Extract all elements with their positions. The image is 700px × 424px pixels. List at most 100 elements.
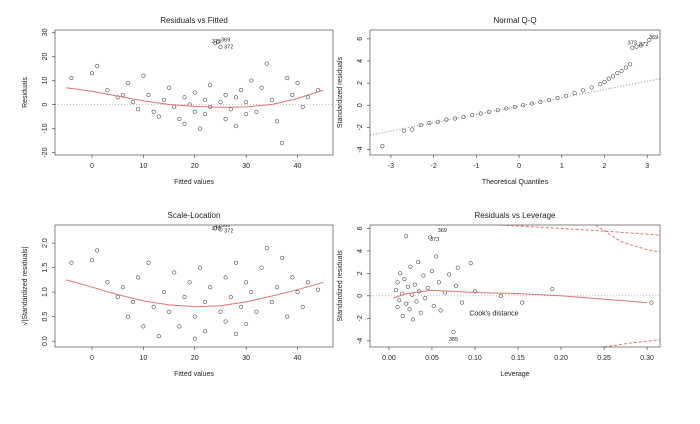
point [423, 296, 428, 301]
point [438, 308, 443, 313]
panel-title: Normal Q-Q [493, 16, 536, 25]
point [187, 280, 192, 285]
point [192, 90, 197, 95]
point [435, 119, 440, 124]
point [285, 76, 290, 81]
y-tick-label: 0 [357, 103, 364, 107]
point [395, 280, 400, 285]
point [606, 76, 611, 81]
point [418, 123, 423, 128]
point [274, 285, 280, 290]
point [393, 288, 398, 293]
point [630, 45, 635, 50]
x-tick-label: 1 [560, 163, 564, 170]
y-tick-label: -10 [42, 123, 49, 133]
annotation: 369 [438, 228, 447, 234]
point [472, 289, 478, 294]
y-axis-label: Standardized residuals [337, 250, 344, 322]
point [623, 65, 628, 70]
point [504, 106, 509, 111]
point [602, 79, 607, 85]
point [412, 282, 417, 287]
point [316, 287, 321, 292]
annotation: 373 [628, 41, 637, 47]
y-tick-label: 30 [42, 28, 49, 36]
point [444, 117, 449, 122]
annotation: 372 [224, 44, 233, 50]
point [269, 97, 274, 102]
x-tick-label: 3 [645, 163, 649, 170]
annotation: 372 [639, 42, 648, 48]
x-tick-label: 0 [90, 163, 94, 170]
point [228, 107, 233, 112]
point [628, 62, 633, 67]
point [141, 324, 146, 329]
plot-frame [54, 224, 334, 348]
point [416, 260, 421, 265]
point [649, 300, 654, 305]
point [218, 44, 223, 49]
x-tick-label: 40 [294, 163, 302, 170]
x-axis-label: Theoretical Quantiles [482, 179, 549, 186]
point [215, 225, 220, 229]
point [395, 305, 400, 310]
point [177, 324, 182, 329]
point [244, 100, 249, 105]
point [167, 309, 172, 314]
point [285, 314, 290, 319]
y-tick-label: -2 [357, 124, 364, 130]
y-tick-label: 10 [42, 76, 49, 84]
point [550, 287, 555, 292]
point [89, 71, 95, 76]
x-axis-label: Fitted values [174, 179, 214, 186]
point [218, 227, 223, 232]
point [290, 275, 295, 280]
x-axis-label: Fitted values [174, 371, 214, 378]
point [460, 300, 465, 305]
panel-title: Residuals vs Leverage [475, 211, 556, 220]
point [238, 304, 244, 309]
x-tick-label: 0 [517, 163, 521, 170]
y-tick-label: 1.0 [42, 287, 49, 297]
x-tick-label: -2 [431, 163, 437, 170]
y-tick-label: 20 [42, 52, 49, 60]
point [213, 41, 218, 46]
point [581, 88, 586, 93]
point [305, 280, 310, 285]
y-tick-label: -4 [357, 338, 364, 344]
annotation: 369 [649, 35, 658, 41]
point [431, 303, 436, 309]
line [595, 225, 660, 253]
line [66, 87, 324, 108]
x-tick-label: 0.05 [425, 355, 439, 362]
point [223, 275, 228, 280]
annotation: 373 [430, 237, 439, 243]
point [244, 280, 249, 285]
point [244, 112, 249, 117]
point [454, 283, 459, 288]
point [233, 331, 238, 336]
point [177, 116, 182, 121]
point [208, 83, 213, 88]
point [520, 300, 525, 305]
annotation: 369 [221, 223, 230, 229]
point [264, 245, 269, 251]
point [254, 309, 259, 314]
point [380, 144, 385, 149]
point [498, 293, 503, 298]
point [572, 91, 577, 96]
point [447, 272, 452, 277]
point [634, 44, 639, 49]
x-tick-label: 0.30 [640, 355, 654, 362]
point [405, 284, 410, 289]
y-tick-label: 0 [357, 294, 364, 298]
x-axis-label: Leverage [500, 371, 529, 378]
y-tick-label: -2 [357, 315, 364, 321]
point [410, 127, 415, 132]
x-tick-label: 40 [294, 355, 302, 362]
point [274, 119, 280, 124]
point [192, 314, 197, 319]
point [182, 294, 187, 300]
point [610, 74, 616, 79]
x-tick-label: 0.00 [382, 355, 396, 362]
